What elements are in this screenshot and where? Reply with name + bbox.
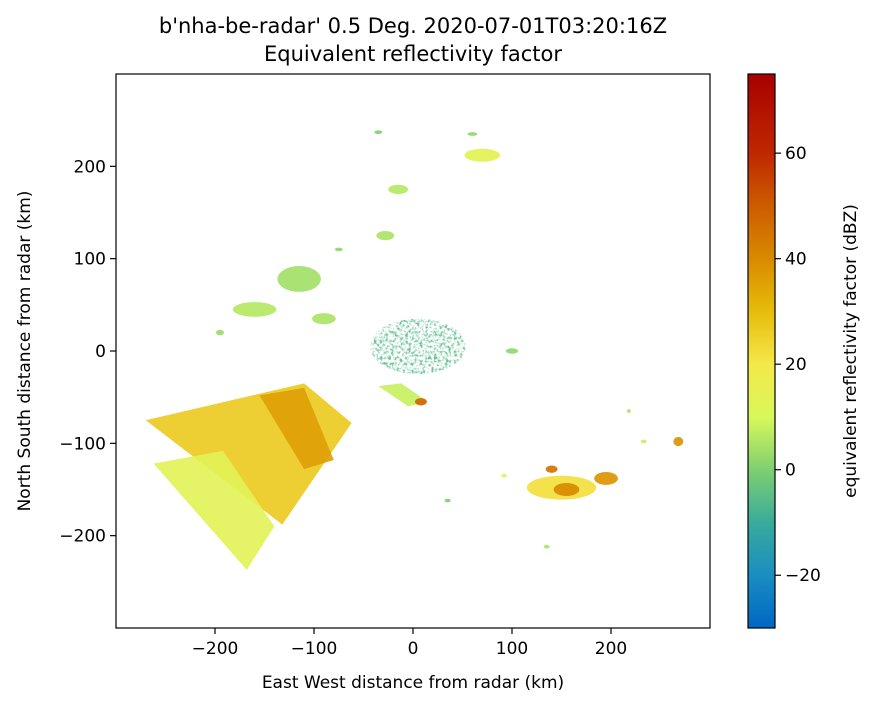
y-tick-label: 0 [95,342,106,362]
echo-northwest-patch-2 [232,302,277,317]
echo-north-cell-2 [388,184,409,195]
echo-southwest-strong-core [259,387,334,470]
y-tick-label: −100 [59,434,106,454]
echo-small-8 [640,439,647,444]
x-tick-label: −100 [291,639,338,659]
colorbar-tick-label: 40 [785,250,807,270]
echo-northwest-patch-3 [312,313,336,325]
x-tick-label: 0 [408,639,419,659]
echo-far-east-cell [673,436,684,447]
echo-small-3 [374,130,383,135]
x-tick-label: 100 [496,639,528,659]
echo-small-4 [444,498,451,503]
chart-subtitle: Equivalent reflectivity factor [264,42,562,66]
colorbar-tick-label: −20 [785,566,821,586]
colorbar-tick-label: 60 [785,144,807,164]
echo-small-1 [215,329,224,336]
y-axis: −200 −100 0 100 200 [59,157,116,547]
x-tick-label: −200 [192,639,239,659]
colorbar-tick-label: 0 [785,461,796,481]
echo-north-cell-1 [464,148,501,162]
x-tick-label: 200 [595,639,627,659]
echo-central-clutter [370,318,466,375]
colorbar-tick-label: 20 [785,355,807,375]
colorbar [747,73,776,629]
echo-east-small [506,348,518,354]
chart-title: b'nha-be-radar' 0.5 Deg. 2020-07-01T03:2… [159,14,667,38]
echo-small-5 [543,544,550,549]
echo-southeast-core [553,483,580,496]
colorbar-axis: −20 0 20 40 60 [775,144,821,586]
x-axis: −200 −100 0 100 200 [192,628,627,659]
echo-small-9 [334,247,343,252]
x-axis-label: East West distance from radar (km) [262,673,564,693]
echo-near-southwest-core [414,398,427,406]
echo-northwest-patch-1 [277,266,321,292]
y-axis-label: North South distance from radar (km) [15,191,35,512]
y-tick-label: −200 [59,527,106,547]
echo-small-6 [501,473,508,478]
echo-southeast-east-cell [594,471,618,485]
echo-southeast-north-bit [545,465,558,473]
y-tick-label: 100 [74,250,106,270]
reflectivity-field [145,130,684,570]
colorbar-label: equivalent reflectivity factor (dBZ) [841,204,861,498]
echo-north-cell-3 [376,230,395,241]
echo-small-2 [467,132,478,136]
y-tick-label: 200 [74,157,106,177]
echo-southwest-sector-far [153,450,275,570]
echo-small-7 [626,409,631,413]
